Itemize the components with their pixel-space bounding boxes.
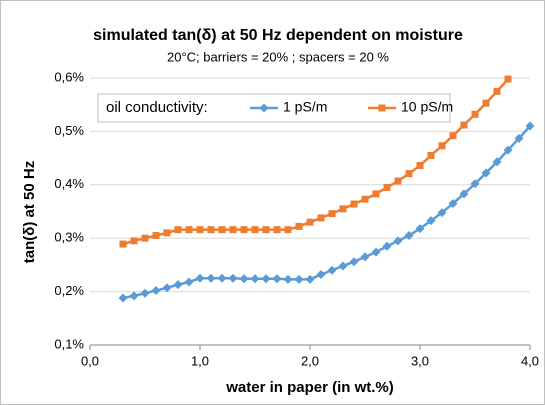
data-point xyxy=(294,274,304,284)
y-tick-label: 0,6% xyxy=(54,69,84,84)
legend-title: oil conductivity: xyxy=(106,99,208,116)
data-point xyxy=(130,237,138,245)
data-point xyxy=(383,183,391,191)
data-point xyxy=(350,200,358,208)
x-tick-label: 1,0 xyxy=(191,353,209,368)
data-point xyxy=(504,75,512,83)
data-point xyxy=(503,145,513,155)
data-point xyxy=(250,274,260,284)
data-point xyxy=(360,252,370,262)
data-point xyxy=(371,247,381,257)
legend-label: 10 pS/m xyxy=(401,99,453,115)
y-tick-label: 0,2% xyxy=(54,283,84,298)
y-tick-label: 0,3% xyxy=(54,230,84,245)
data-point xyxy=(196,226,204,234)
data-point xyxy=(119,240,127,248)
data-point xyxy=(437,208,447,218)
data-point xyxy=(251,226,259,234)
data-point xyxy=(349,257,359,267)
data-point xyxy=(438,142,446,150)
data-point xyxy=(514,133,524,143)
data-point xyxy=(525,121,535,131)
data-point xyxy=(382,241,392,251)
data-point xyxy=(284,226,292,234)
data-point xyxy=(426,216,436,226)
y-tick-label: 0,4% xyxy=(54,176,84,191)
data-point xyxy=(471,110,479,118)
data-point xyxy=(306,218,314,226)
y-tick-label: 0,5% xyxy=(54,123,84,138)
data-point xyxy=(141,234,149,242)
data-point xyxy=(339,205,347,213)
data-point xyxy=(317,214,325,222)
data-point xyxy=(327,265,337,275)
data-point xyxy=(262,226,270,234)
data-point xyxy=(207,226,215,234)
data-point xyxy=(493,87,501,95)
data-point xyxy=(415,224,425,234)
data-point xyxy=(273,226,281,234)
data-point xyxy=(328,210,336,218)
data-point xyxy=(448,198,458,208)
chart-subtitle: 20°C; barriers = 20% ; spacers = 20 % xyxy=(167,49,389,64)
data-point xyxy=(338,261,348,271)
data-point xyxy=(460,121,468,129)
data-point xyxy=(427,151,435,159)
legend-marker xyxy=(378,104,386,112)
data-point xyxy=(185,226,193,234)
data-point xyxy=(152,232,160,240)
data-point xyxy=(140,288,150,298)
x-tick-label: 4,0 xyxy=(521,353,539,368)
data-point xyxy=(206,273,216,283)
data-point xyxy=(228,273,238,283)
data-point xyxy=(482,99,490,107)
data-point xyxy=(394,177,402,185)
x-tick-label: 2,0 xyxy=(301,353,319,368)
data-point xyxy=(404,231,414,241)
data-point xyxy=(174,226,182,234)
data-point xyxy=(316,270,326,280)
data-point xyxy=(173,280,183,290)
data-point xyxy=(162,283,172,293)
y-axis-label: tan(δ) at 50 Hz xyxy=(21,161,38,263)
chart-title: simulated tan(δ) at 50 Hz dependent on m… xyxy=(93,27,463,44)
data-point xyxy=(217,273,227,283)
data-point xyxy=(195,273,205,283)
data-point xyxy=(129,291,139,301)
legend-label: 1 pS/m xyxy=(283,99,327,115)
x-axis-label: water in paper (in wt.%) xyxy=(225,379,394,396)
data-point xyxy=(151,286,161,296)
data-point xyxy=(459,189,469,199)
data-point xyxy=(239,274,249,284)
data-point xyxy=(261,274,271,284)
y-tick-label: 0,1% xyxy=(54,336,84,351)
data-point xyxy=(372,190,380,198)
data-point xyxy=(218,226,226,234)
data-point xyxy=(283,274,293,284)
x-tick-label: 3,0 xyxy=(411,353,429,368)
data-point xyxy=(305,274,315,284)
data-point xyxy=(118,293,128,303)
data-point xyxy=(361,195,369,203)
data-point xyxy=(449,132,457,140)
data-point xyxy=(416,162,424,170)
data-point xyxy=(272,274,282,284)
data-point xyxy=(393,236,403,246)
data-point xyxy=(240,226,248,234)
legend-marker xyxy=(259,103,269,113)
data-point xyxy=(295,222,303,230)
x-tick-label: 0,0 xyxy=(81,353,99,368)
data-point xyxy=(492,157,502,167)
data-point xyxy=(481,168,491,178)
data-point xyxy=(229,226,237,234)
data-point xyxy=(405,170,413,178)
data-point xyxy=(184,277,194,287)
data-point xyxy=(470,179,480,189)
data-point xyxy=(163,229,171,237)
